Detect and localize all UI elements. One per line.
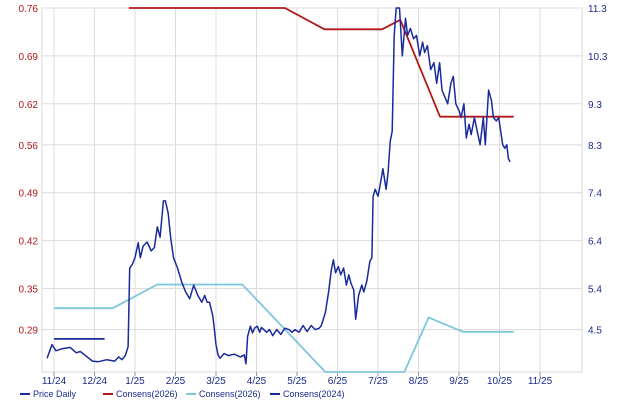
x-tick-label: 10/25 [487, 376, 512, 387]
x-tick-label: 7/25 [368, 376, 388, 387]
plot-background [41, 7, 583, 373]
y-tick-left: 0.29 [19, 326, 39, 337]
y-tick-right: 8.3 [588, 141, 602, 152]
series-line-2 [54, 283, 514, 373]
y-tick-right: 5.4 [588, 285, 602, 296]
x-tick-label: 9/25 [449, 376, 469, 387]
x-tick-label: 11/25 [528, 376, 553, 387]
x-tick-label: 1/25 [125, 376, 145, 387]
y-tick-right: 9.3 [588, 100, 602, 111]
legend-label: Price Daily [33, 389, 77, 399]
legend: Price Daily Consens(2026) Consens(2026) Con… [20, 389, 345, 399]
y-axis-left: 0.76 0.69 0.62 0.56 0.49 0.42 0.35 0.29 [19, 4, 39, 337]
x-tick-label: 4/25 [247, 376, 267, 387]
series-line-1 [128, 7, 514, 118]
y-tick-right: 7.4 [588, 189, 602, 200]
y-axis-right: 11.3 10.3 9.3 8.3 7.4 6.4 5.4 4.5 [588, 4, 608, 337]
y-tick-left: 0.56 [19, 141, 39, 152]
legend-label: Consens(2026) [199, 389, 261, 399]
grid [42, 7, 582, 372]
y-tick-right: 11.3 [588, 4, 607, 15]
y-tick-right: 6.4 [588, 237, 602, 248]
y-tick-left: 0.62 [19, 100, 39, 111]
legend-label: Consens(2026) [116, 389, 178, 399]
legend-label: Consens(2024) [283, 389, 345, 399]
x-axis: 11/24 12/24 1/25 2/25 3/25 4/25 5/25 6/25 7/25 8/… [42, 372, 553, 387]
y-tick-left: 0.69 [19, 52, 39, 63]
x-tick-label: 6/25 [328, 376, 348, 387]
series-group [46, 7, 514, 373]
y-tick-left: 0.76 [19, 4, 39, 15]
x-tick-label: 3/25 [206, 376, 226, 387]
y-tick-left: 0.35 [19, 285, 39, 296]
x-tick-label: 5/25 [287, 376, 307, 387]
y-tick-left: 0.42 [19, 237, 39, 248]
x-tick-label: 11/24 [42, 376, 67, 387]
series-line-0 [46, 7, 511, 365]
x-tick-label: 12/24 [82, 376, 107, 387]
y-tick-right: 4.5 [588, 326, 602, 337]
y-tick-left: 0.49 [19, 189, 39, 200]
y-tick-right: 10.3 [588, 52, 608, 63]
x-tick-label: 2/25 [166, 376, 186, 387]
x-tick-label: 8/25 [409, 376, 429, 387]
